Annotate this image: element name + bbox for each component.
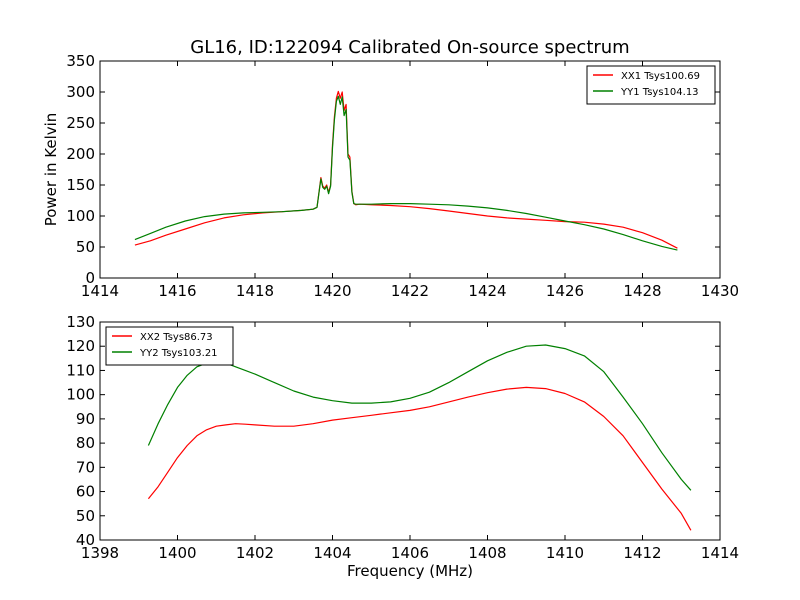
- chart1-y-tick-label: 110: [66, 361, 95, 379]
- chart1-y-tick-label: 60: [76, 483, 95, 501]
- chart0-y-tick-label: 300: [66, 83, 95, 101]
- chart0-y-tick-label: 200: [66, 145, 95, 163]
- chart1-y-tick-label: 90: [76, 410, 95, 428]
- chart1-y-tick-label: 50: [76, 507, 95, 525]
- chart1-y-tick-label: 120: [66, 337, 95, 355]
- chart0-legend-box: [586, 65, 716, 105]
- chart1-x-tick-label: 1410: [546, 544, 584, 562]
- chart1-x-tick-label: 1406: [391, 544, 429, 562]
- chart1-x-axis-label: Frequency (MHz): [347, 562, 473, 580]
- chart0-x-tick-label: 1418: [236, 282, 274, 300]
- chart0-x-tick-label: 1428: [623, 282, 661, 300]
- chart1-legend-label-0: XX2 Tsys86.73: [140, 332, 213, 343]
- chart0-y-tick-label: 100: [66, 207, 95, 225]
- chart0-y-tick-label: 350: [66, 52, 95, 70]
- chart1-y-tick-label: 70: [76, 458, 95, 476]
- chart1-x-tick-label: 1402: [236, 544, 274, 562]
- chart0-y-tick-label: 150: [66, 176, 95, 194]
- chart1-x-tick-label: 1404: [313, 544, 351, 562]
- chart0-y-tick-label: 50: [76, 238, 95, 256]
- chart0-y-tick-label: 0: [85, 269, 95, 287]
- chart0-y-axis-label: Power in Kelvin: [42, 113, 60, 227]
- chart1-y-tick-label: 130: [66, 313, 95, 331]
- chart0-x-tick-label: 1416: [158, 282, 196, 300]
- chart0-x-tick-label: 1424: [468, 282, 506, 300]
- chart1-x-tick-label: 1412: [623, 544, 661, 562]
- chart1-legend-label-1: YY2 Tsys103.21: [139, 348, 218, 359]
- chart0-x-tick-label: 1422: [391, 282, 429, 300]
- chart1-x-tick-label: 1414: [701, 544, 739, 562]
- bottom-spectrum-plot: 1398 1400 1402 1404 1406 1408 1410 1412 1414 40 50…: [66, 313, 739, 580]
- chart1-x-tick-label: 1408: [468, 544, 506, 562]
- chart1-x-tick-label: 1400: [158, 544, 196, 562]
- chart0-y-tick-label: 250: [66, 114, 95, 132]
- chart0-x-tick-label: 1414: [81, 282, 119, 300]
- chart0-x-tick-label: 1430: [701, 282, 739, 300]
- chart1-legend-box: [105, 326, 234, 366]
- chart1-series-line-0: [147, 386, 692, 531]
- chart0-series-line-1: [134, 95, 678, 251]
- chart1-y-tick-label: 100: [66, 386, 95, 404]
- chart0-legend-label-0: XX1 Tsys100.69: [621, 71, 700, 82]
- chart1-y-tick-label: 80: [76, 434, 95, 452]
- chart0-legend-label-1: YY1 Tsys104.13: [620, 87, 699, 98]
- figure-title: GL16, ID:122094 Calibrated On-source spe…: [190, 37, 629, 58]
- chart0-x-tick-label: 1426: [546, 282, 584, 300]
- chart0-x-tick-label: 1420: [313, 282, 351, 300]
- chart1-y-tick-label: 40: [76, 531, 95, 549]
- chart1-x-tick-label: 1398: [81, 544, 119, 562]
- top-spectrum-plot: 1414 1416 1418 1420 1422 1424 1426 1428 1430 0 50 1…: [42, 52, 739, 300]
